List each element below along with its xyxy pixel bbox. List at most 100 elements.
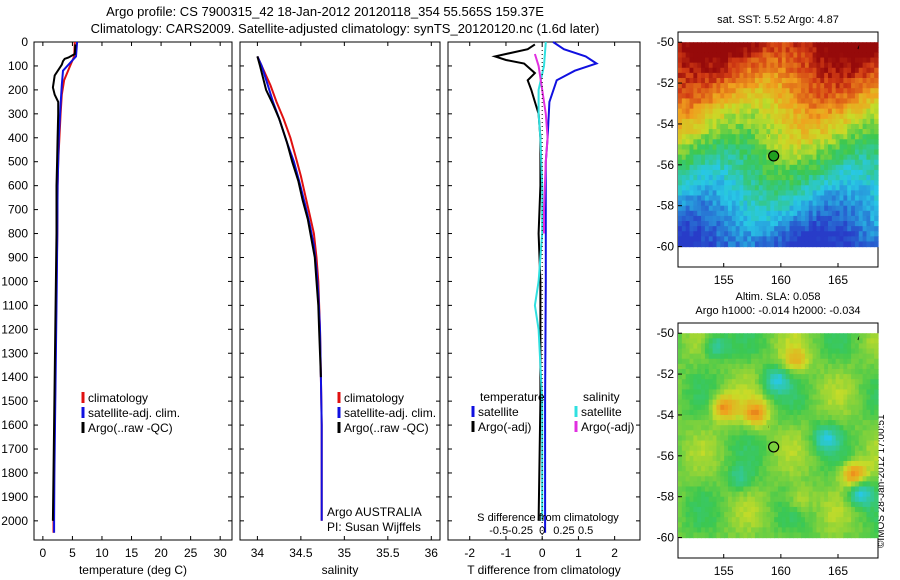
sst_map-cell bbox=[762, 67, 768, 74]
sst_map-cell bbox=[731, 241, 737, 248]
sst_map-cell bbox=[751, 205, 756, 212]
sst_map-cell bbox=[854, 226, 860, 232]
sst_map-cell bbox=[793, 93, 798, 100]
sla_map-cell bbox=[858, 338, 864, 345]
sst_map-cell bbox=[728, 175, 733, 181]
sla_map-cell bbox=[824, 363, 829, 370]
sla_map-cell bbox=[801, 363, 806, 370]
sst_map-cell bbox=[851, 200, 856, 207]
sla_map-cell bbox=[862, 348, 868, 355]
sla_map-cell bbox=[754, 450, 760, 457]
sst_map-cell bbox=[835, 200, 841, 207]
sst_map-cell bbox=[839, 241, 844, 248]
sst_map-cell bbox=[754, 185, 760, 191]
sst_map-cell bbox=[858, 77, 864, 84]
sst_map-cell bbox=[820, 215, 825, 222]
sst_map-cell bbox=[870, 236, 875, 243]
sla_map-cell bbox=[754, 460, 760, 467]
sst_map-cell bbox=[762, 226, 768, 232]
sst_map-cell bbox=[747, 139, 752, 145]
sla_map-cell bbox=[743, 517, 748, 523]
sla_map-cell bbox=[731, 486, 737, 493]
sst_map-cell bbox=[778, 149, 783, 156]
sst_map-cell bbox=[766, 134, 771, 140]
sst_map-cell bbox=[778, 103, 783, 110]
sla_map-cell bbox=[831, 491, 837, 498]
sla_map-cell bbox=[704, 496, 710, 503]
sla_map-cell bbox=[724, 496, 729, 503]
sst_map-cell bbox=[685, 139, 691, 145]
sst_map-cell bbox=[751, 144, 756, 151]
sst_map-cell bbox=[747, 195, 752, 202]
sst_map-cell bbox=[770, 175, 775, 181]
sla_map-cell bbox=[728, 481, 733, 488]
sst_map-cell bbox=[793, 72, 798, 79]
sst_map-cell bbox=[739, 195, 744, 202]
sla_map-cell bbox=[797, 363, 802, 370]
sst_map-cell bbox=[747, 83, 752, 89]
sla_map-cell bbox=[797, 425, 802, 431]
sla_map-cell bbox=[766, 517, 771, 523]
sla_map-cell bbox=[789, 466, 794, 472]
sst_map-cell bbox=[828, 113, 833, 120]
sst_map-cell bbox=[874, 118, 879, 125]
sst_map-cell bbox=[697, 98, 702, 105]
sla_map-cell bbox=[870, 374, 875, 380]
sst_map-cell bbox=[858, 62, 864, 69]
sla_map-cell bbox=[724, 450, 729, 457]
sla_map-cell bbox=[835, 501, 841, 508]
sst_map-cell bbox=[689, 88, 694, 94]
sst_map-cell bbox=[751, 134, 756, 140]
sla_map-cell bbox=[858, 435, 864, 442]
sla_map-cell bbox=[693, 333, 698, 339]
sst_map-cell bbox=[774, 185, 779, 191]
sst_map-cell bbox=[701, 149, 706, 156]
sst_map-cell bbox=[866, 42, 871, 48]
sst_map-cell bbox=[839, 129, 844, 135]
sla_map-cell bbox=[712, 522, 718, 528]
sla_map-cell bbox=[704, 399, 710, 406]
sla_map-cell bbox=[689, 353, 694, 360]
sst_map-cell bbox=[728, 123, 733, 130]
sla_map-cell bbox=[781, 399, 787, 406]
sla_map-cell bbox=[843, 440, 848, 447]
sla_map-cell bbox=[770, 343, 775, 350]
sst_map-cell bbox=[858, 210, 864, 217]
sla_map-cell bbox=[728, 384, 733, 391]
sla_map-cell bbox=[828, 420, 833, 426]
sst_map-cell bbox=[678, 62, 683, 69]
sst_map-cell bbox=[724, 67, 729, 74]
sla_map-cell bbox=[770, 466, 775, 472]
sst_map-cell bbox=[739, 226, 744, 232]
sst_map-cell bbox=[824, 210, 829, 217]
sla_map-cell bbox=[785, 517, 791, 523]
sla_map-cell bbox=[778, 496, 783, 503]
sst_map-cell bbox=[824, 169, 829, 176]
sst_map-cell bbox=[785, 169, 791, 176]
sla_map-cell bbox=[693, 496, 698, 503]
sla_map-cell bbox=[720, 399, 725, 406]
sla_map-cell bbox=[789, 476, 794, 482]
sst_map-cell bbox=[820, 134, 825, 140]
sst_map-cell bbox=[758, 108, 764, 115]
sla_map-cell bbox=[720, 409, 725, 416]
sst_map-cell bbox=[828, 98, 833, 105]
sst_map-cell bbox=[693, 226, 698, 232]
sla_map-cell bbox=[874, 471, 879, 477]
sla_map-cell bbox=[862, 476, 868, 482]
sla_map-cell bbox=[804, 394, 810, 401]
sst_map-cell bbox=[712, 231, 718, 237]
sst_map-cell bbox=[866, 67, 871, 74]
sla_map-cell bbox=[701, 368, 706, 375]
sla_map-cell bbox=[808, 466, 814, 472]
sla_map-cell bbox=[685, 440, 691, 447]
sla_map-cell bbox=[843, 333, 848, 339]
sla_map-cell bbox=[820, 476, 825, 482]
sst_map-cell bbox=[812, 113, 818, 120]
sst_map-cell bbox=[851, 144, 856, 151]
sst_map-cell bbox=[808, 241, 814, 248]
sla_map-cell bbox=[747, 450, 752, 457]
sst_map-cell bbox=[847, 215, 852, 222]
sst_map-cell bbox=[870, 200, 875, 207]
sst_map-cell bbox=[708, 42, 714, 48]
